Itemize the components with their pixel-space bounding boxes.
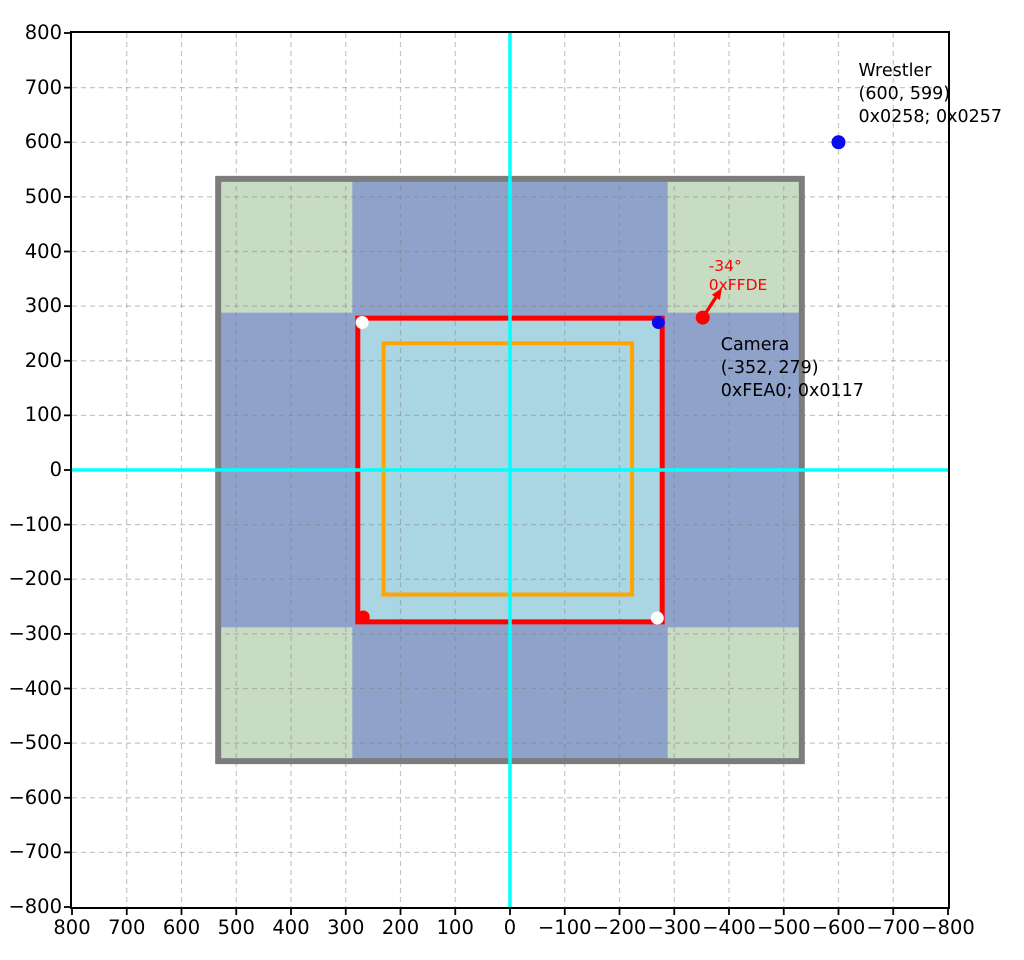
camera-facing-arrow-head: [711, 288, 722, 300]
ring-corner-dot-bottom-right: [650, 611, 664, 625]
corner-pad-bottom-left-fill: [218, 627, 353, 762]
corner-pad-top-left-fill: [218, 178, 353, 313]
ring-corner-dot-bottom-left: [356, 610, 370, 624]
corner-pad-top-right-fill: [667, 178, 802, 313]
wrestler-point: [831, 135, 846, 150]
ring-corner-dot-top-right: [651, 316, 665, 330]
corner-pad-bottom-right-fill: [667, 627, 802, 762]
camera-point: [695, 310, 710, 325]
ring-corner-dot-top-left: [355, 316, 369, 330]
